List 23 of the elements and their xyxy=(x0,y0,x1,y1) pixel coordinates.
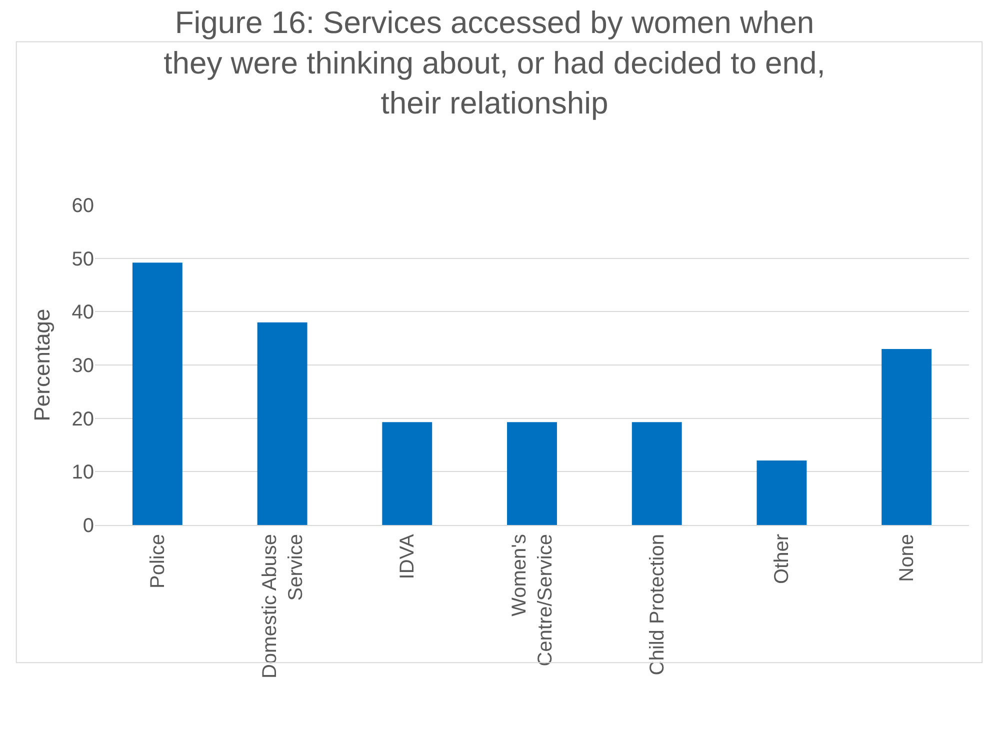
y-tick-label: 40 xyxy=(72,302,94,324)
y-tick-label: 30 xyxy=(72,355,94,377)
x-tick-label: Child Protection xyxy=(646,534,668,676)
bar xyxy=(507,422,557,525)
y-axis-title: Percentage xyxy=(30,308,55,422)
x-tick-label: Police xyxy=(146,534,169,588)
x-tick-label: Other xyxy=(771,534,794,584)
y-tick-label: 10 xyxy=(72,462,94,484)
bar xyxy=(132,262,182,525)
bar xyxy=(756,460,807,525)
x-tick-label: None xyxy=(896,534,918,582)
x-tick-label: Domestic Abuse Service xyxy=(258,534,307,679)
bar xyxy=(257,322,308,525)
bar xyxy=(382,422,432,525)
chart-title: Figure 16: Services accessed by women when they were thinking about, or had decided to end, their relationship xyxy=(164,5,826,121)
y-tick-label: 20 xyxy=(72,408,94,430)
y-tick-label: 60 xyxy=(72,195,94,217)
y-tick-label: 50 xyxy=(72,248,94,270)
bar xyxy=(882,349,932,525)
bar xyxy=(632,422,682,525)
x-tick-label: Women's Centre/Service xyxy=(508,534,556,666)
x-tick-label: IDVA xyxy=(396,533,419,580)
y-tick-label: 0 xyxy=(82,515,94,537)
